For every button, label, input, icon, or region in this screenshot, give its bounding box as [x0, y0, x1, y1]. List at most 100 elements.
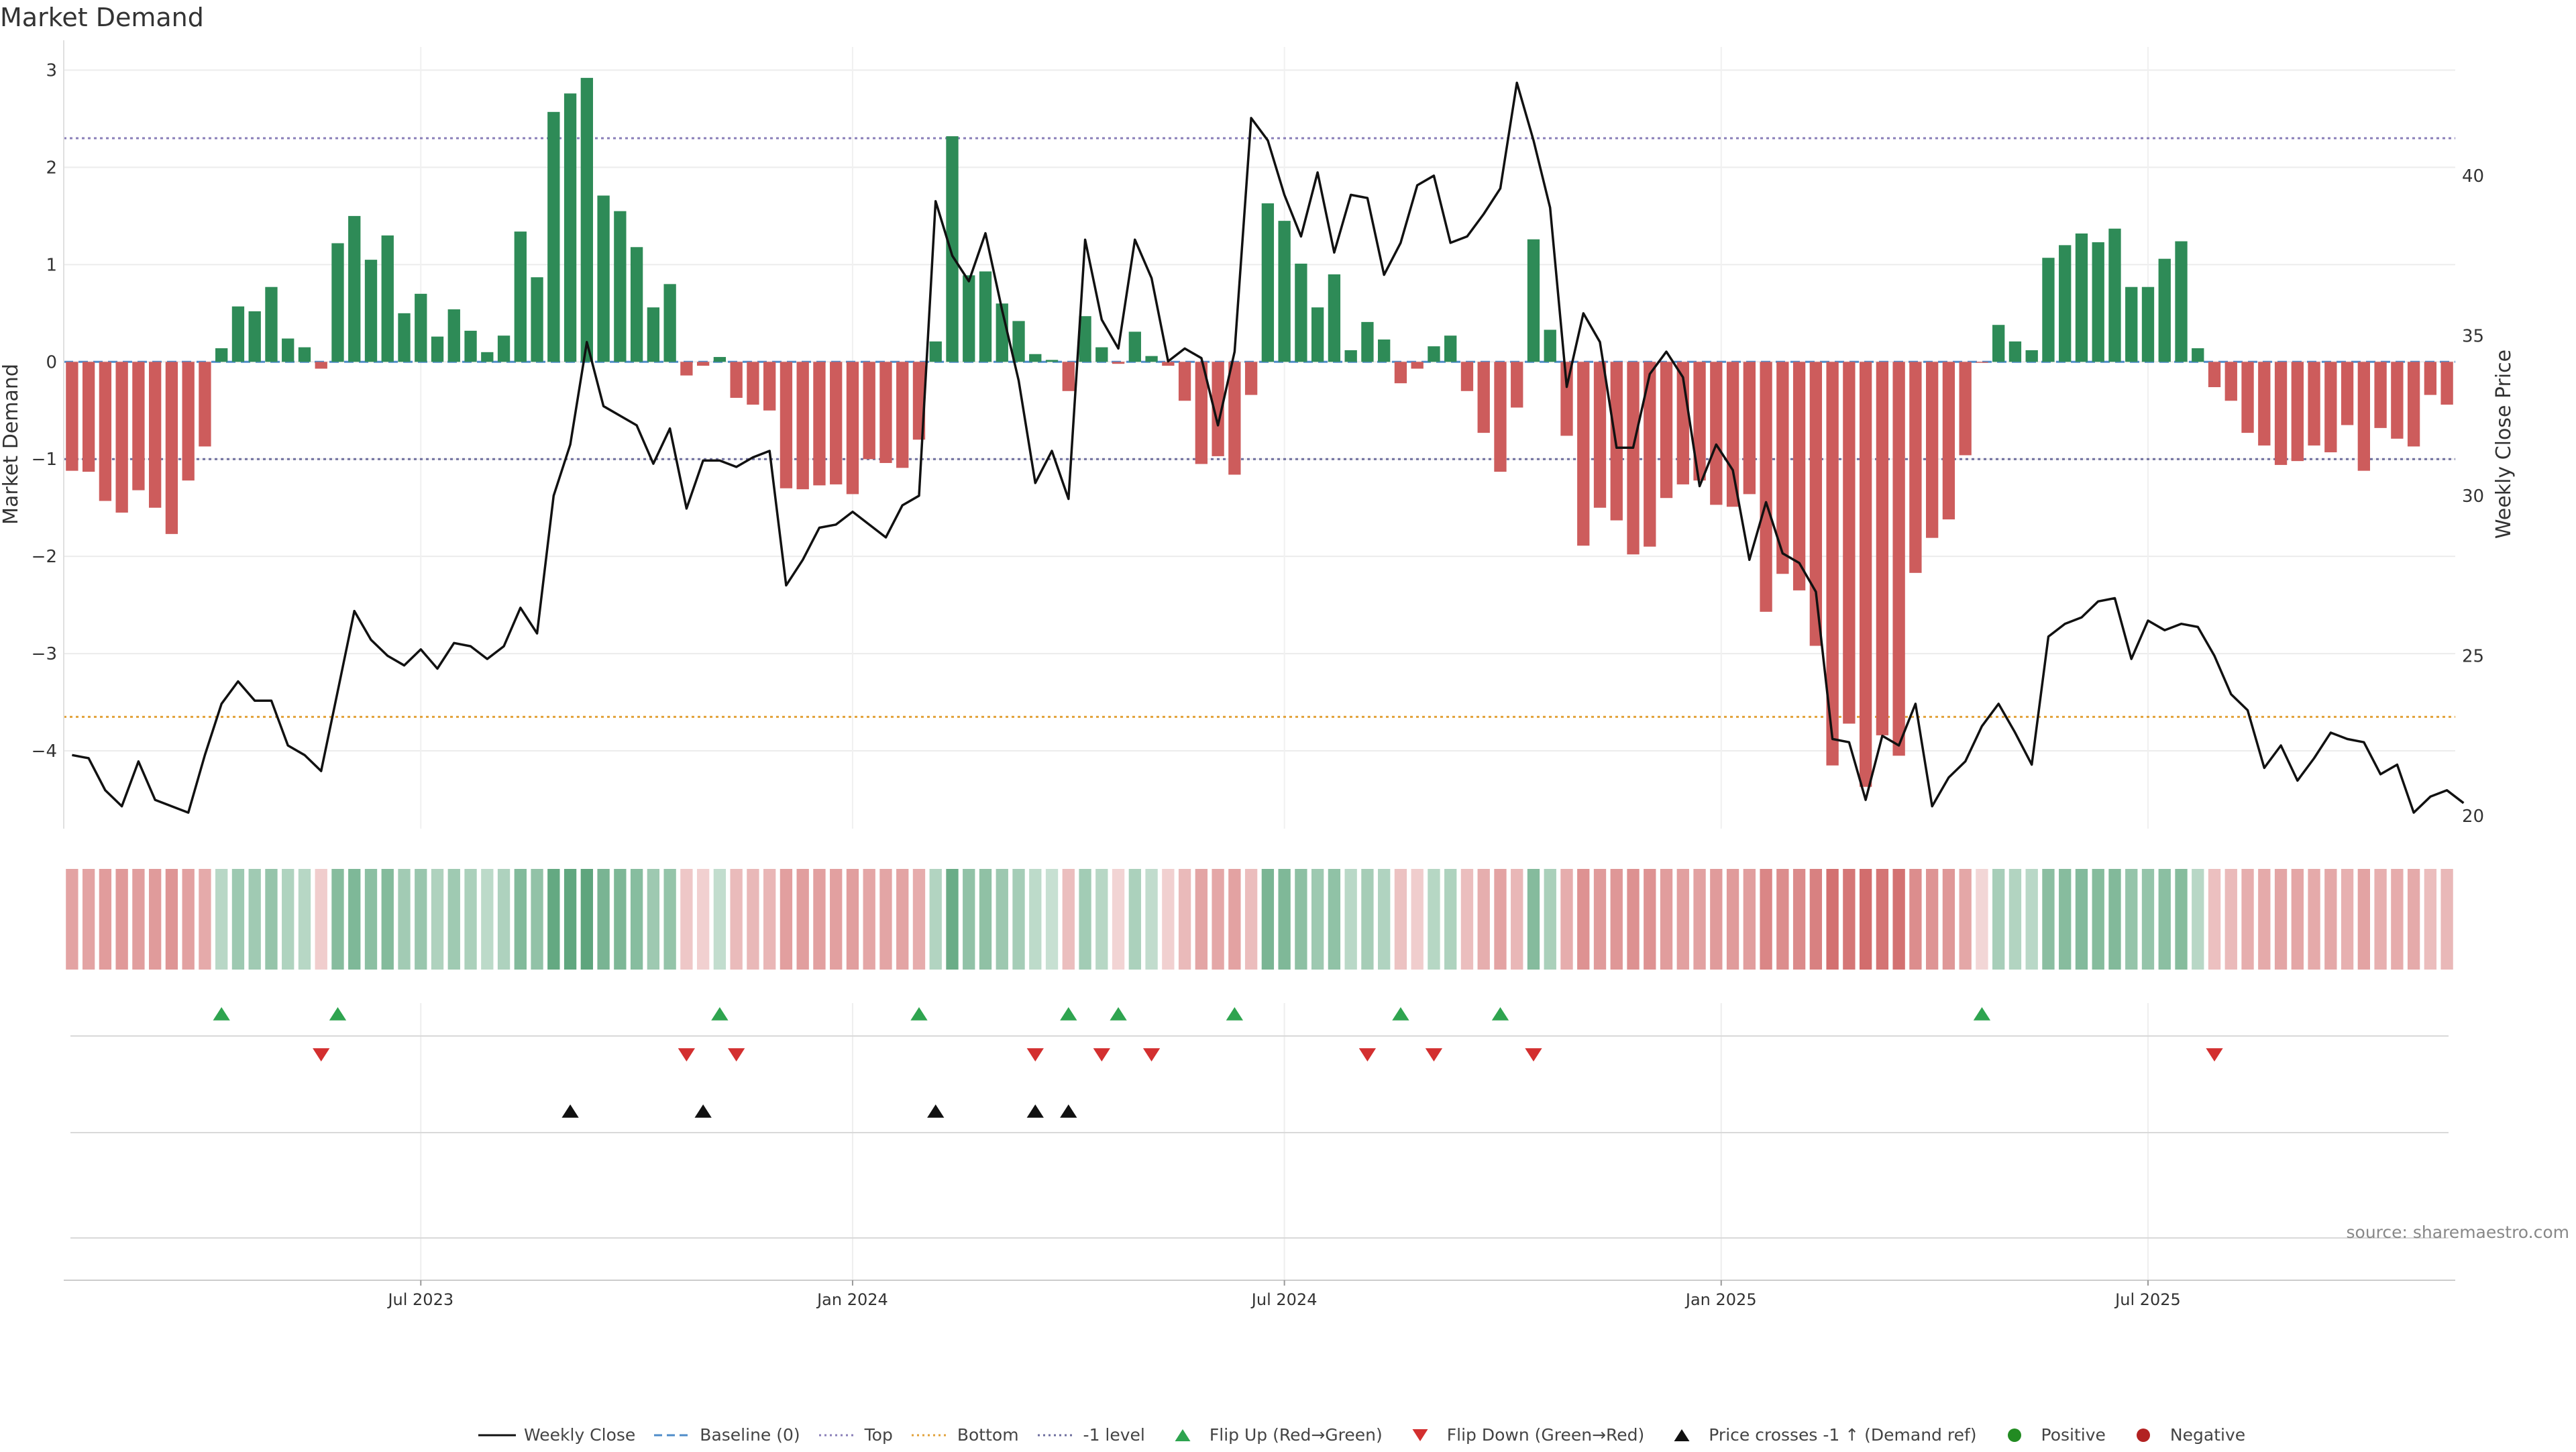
heat-strip-cell — [1511, 869, 1523, 970]
demand-bar — [614, 211, 627, 362]
heat-strip-cell — [1726, 869, 1739, 970]
demand-bar — [464, 330, 477, 362]
demand-bar — [2175, 241, 2188, 362]
flip-down-marker — [1142, 1048, 1161, 1061]
y-left-tick-label: −3 — [32, 644, 57, 664]
heat-strip-cell — [1809, 869, 1823, 970]
demand-bar — [1128, 331, 1141, 362]
heat-strip-cell — [2357, 869, 2370, 970]
heat-strip-cell — [447, 869, 460, 970]
demand-bar — [2108, 228, 2121, 362]
heat-strip-cell — [1660, 869, 1673, 970]
price-cross-marker — [694, 1104, 712, 1118]
legend-dotted-line-icon — [911, 1434, 949, 1436]
demand-bar — [1776, 362, 1789, 574]
heat-strip-cell — [946, 869, 959, 970]
heat-strip-cell — [1428, 869, 1440, 970]
heat-strip-cell — [1228, 869, 1241, 970]
heat-strip-cell — [315, 869, 327, 970]
demand-bar — [248, 311, 261, 362]
legend-item: Baseline (0) — [653, 1425, 800, 1445]
heat-strip-cell — [763, 869, 776, 970]
heat-strip-cell — [2407, 869, 2420, 970]
legend-dot-icon — [2136, 1428, 2150, 1442]
heat-strip-cell — [115, 869, 128, 970]
flip-down-marker — [313, 1048, 330, 1061]
demand-bar — [1378, 339, 1391, 362]
flip-down-marker — [728, 1048, 745, 1061]
demand-bar — [1411, 362, 1424, 369]
heat-strip-cell — [1460, 869, 1474, 970]
demand-bar — [2308, 362, 2320, 446]
demand-bar — [2092, 242, 2104, 362]
y-left-tick-label: −4 — [32, 741, 57, 762]
weekly-close-line — [72, 81, 2465, 814]
heat-strip-cell — [796, 869, 809, 970]
legend-label: Baseline (0) — [700, 1425, 800, 1445]
demand-bar — [1095, 347, 1108, 362]
heat-strip-cell — [2241, 869, 2254, 970]
y-left-tick-label: −1 — [32, 450, 57, 470]
flip-up-marker — [213, 1007, 230, 1021]
demand-bar — [1992, 325, 2005, 362]
heat-strip-cell — [1311, 869, 1324, 970]
heat-strip-cell — [2391, 869, 2404, 970]
demand-bar — [879, 362, 892, 464]
heat-strip-cell — [1760, 869, 1772, 970]
legend-item: Positive — [1994, 1425, 2106, 1445]
heat-strip-cell — [348, 869, 361, 970]
heat-strip-cell — [680, 869, 693, 970]
demand-bar — [763, 362, 776, 411]
heat-strip-cell — [298, 869, 311, 970]
flip-up-marker — [910, 1007, 928, 1021]
y-right-tick-label: 35 — [2462, 326, 2484, 346]
heat-strip-cell — [547, 869, 560, 970]
heat-strip-cell — [199, 869, 211, 970]
heat-strip-cell — [1045, 869, 1059, 970]
flip-up-marker — [1973, 1007, 1991, 1021]
legend-item: Price crosses -1 ↑ (Demand ref) — [1662, 1425, 1977, 1445]
y-left-tick-label: 0 — [46, 352, 57, 372]
heat-strip-cell — [614, 869, 627, 970]
demand-bar — [1959, 362, 1972, 456]
heat-strip-cell — [846, 869, 859, 970]
demand-bar — [1261, 203, 1275, 362]
demand-bar — [1942, 362, 1955, 520]
heat-strip-cell — [780, 869, 793, 970]
chart-title: Market Demand — [0, 3, 204, 32]
y-left-tick-label: 3 — [46, 60, 57, 81]
demand-bar — [747, 362, 759, 405]
heat-strip-cell — [2042, 869, 2055, 970]
demand-bar — [1843, 362, 1856, 724]
demand-bar — [1876, 362, 1889, 735]
demand-bars — [66, 78, 2453, 787]
demand-bar — [1212, 362, 1224, 456]
heat-strip-cell — [1278, 869, 1291, 970]
demand-bar — [2440, 362, 2453, 405]
heat-strip-cell — [813, 869, 826, 970]
heat-strip-cell — [1644, 869, 1656, 970]
heat-strip-cell — [2192, 869, 2204, 970]
demand-bar — [1195, 362, 1208, 464]
demand-bar — [1145, 356, 1158, 362]
demand-bar — [1710, 362, 1723, 505]
demand-bar — [447, 309, 460, 362]
price-line-layer — [72, 81, 2465, 814]
heat-strip-cell — [1976, 869, 1988, 970]
heat-strip-cell — [2059, 869, 2072, 970]
demand-bar — [2258, 362, 2271, 446]
demand-bar — [796, 362, 809, 490]
heat-strip-cell — [2308, 869, 2320, 970]
heat-strip-cell — [1693, 869, 1706, 970]
heat-strip-cell — [381, 869, 394, 970]
demand-bar — [1394, 362, 1407, 384]
demand-bar — [2391, 362, 2404, 439]
y-right-tick-label: 30 — [2462, 486, 2484, 507]
heat-strip-cell — [564, 869, 577, 970]
heat-strip-cell — [2208, 869, 2221, 970]
heat-strip-cell — [1843, 869, 1856, 970]
heat-strip-cell — [2258, 869, 2271, 970]
demand-bar — [863, 362, 875, 460]
heat-strip-cell — [2324, 869, 2337, 970]
heat-strip-cell — [1295, 869, 1307, 970]
